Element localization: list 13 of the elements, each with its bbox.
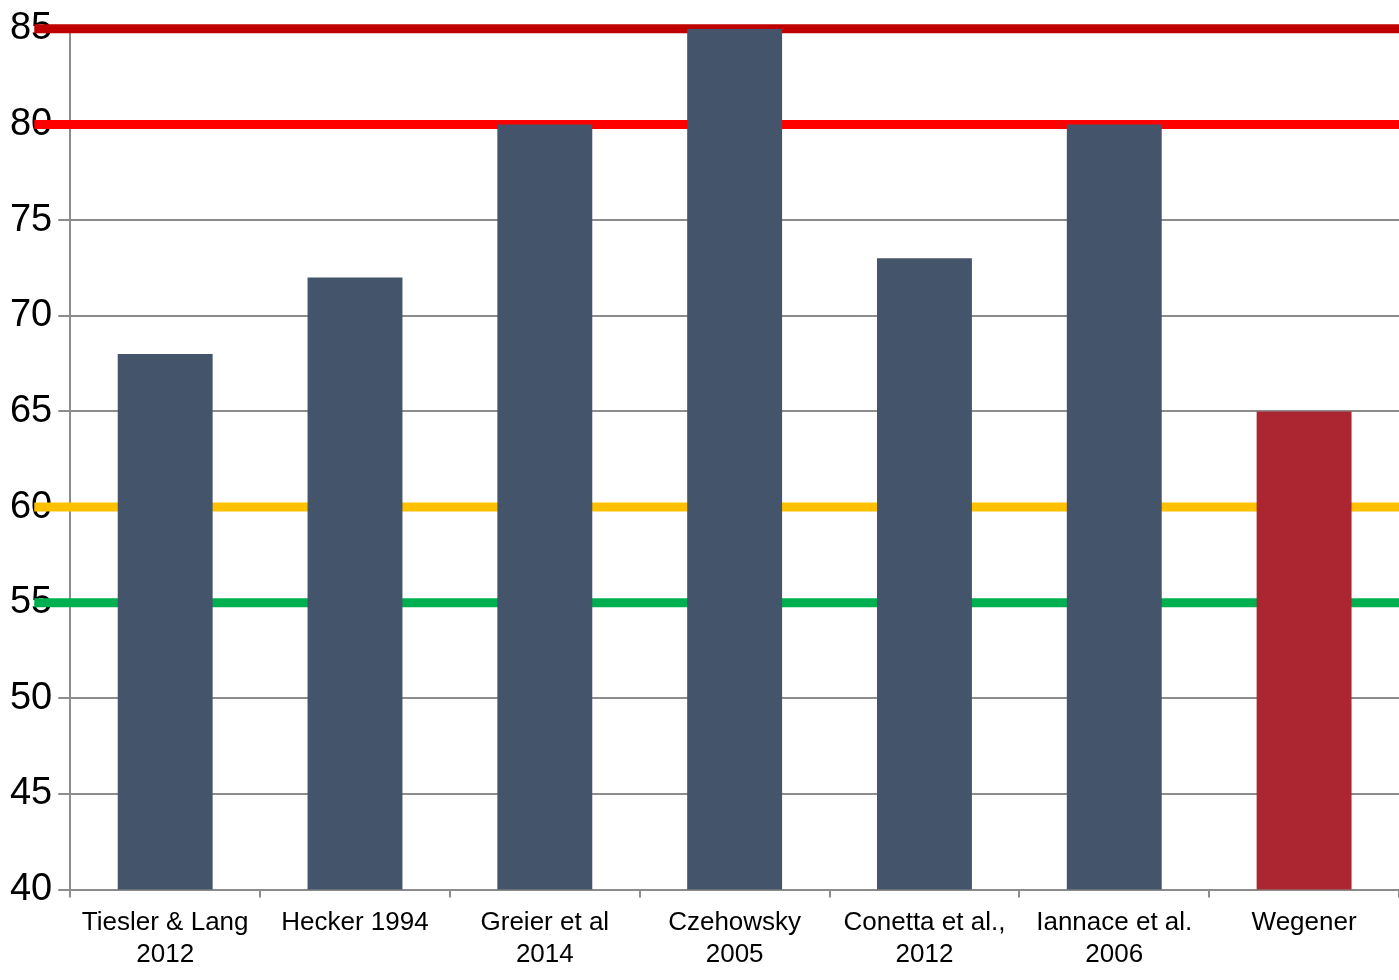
x-tick-label: Iannace et al. 2006 — [1036, 906, 1193, 968]
y-tick-label: 50 — [9, 674, 53, 717]
y-tick-label: 75 — [9, 196, 53, 239]
x-tick-label: Greier et al 2014 — [480, 906, 610, 968]
x-tick-label: Tiesler & Lang 2012 — [81, 906, 249, 968]
x-tick-label: Conetta et al., 2012 — [843, 906, 1006, 968]
x-tick-label: Czehowsky 2005 — [668, 906, 802, 968]
y-tick-label: 65 — [9, 387, 53, 430]
x-tick-label: Hecker 1994 — [281, 906, 429, 937]
y-tick-label: 40 — [9, 866, 53, 909]
x-tick-label: Wegener — [1251, 906, 1357, 937]
y-tick-label: 70 — [9, 292, 53, 335]
y-tick-label: 45 — [9, 770, 53, 813]
